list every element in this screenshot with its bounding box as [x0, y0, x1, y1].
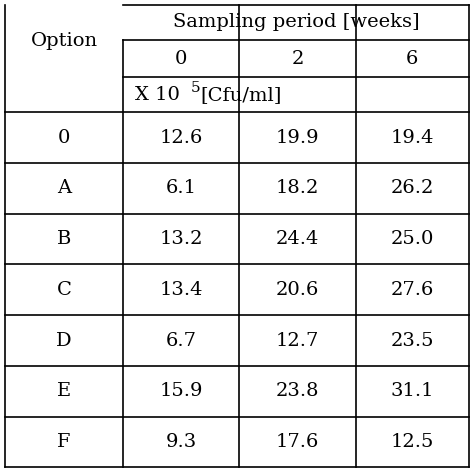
Text: 23.8: 23.8	[276, 382, 319, 400]
Text: 0: 0	[175, 50, 188, 67]
Text: Sampling period [weeks]: Sampling period [weeks]	[173, 13, 419, 32]
Text: B: B	[57, 230, 71, 248]
Text: 25.0: 25.0	[391, 230, 434, 248]
Text: 12.5: 12.5	[391, 433, 434, 451]
Text: 26.2: 26.2	[391, 179, 434, 197]
Text: 18.2: 18.2	[276, 179, 319, 197]
Text: 6.7: 6.7	[166, 331, 197, 349]
Text: E: E	[57, 382, 71, 400]
Text: 20.6: 20.6	[276, 281, 319, 299]
Text: 6: 6	[406, 50, 419, 67]
Text: 12.7: 12.7	[276, 331, 319, 349]
Text: C: C	[56, 281, 72, 299]
Text: 17.6: 17.6	[276, 433, 319, 451]
Text: 13.4: 13.4	[160, 281, 203, 299]
Text: 0: 0	[58, 129, 70, 147]
Text: 2: 2	[291, 50, 304, 67]
Text: 24.4: 24.4	[276, 230, 319, 248]
Text: 19.9: 19.9	[275, 129, 319, 147]
Text: A: A	[57, 179, 71, 197]
Text: 27.6: 27.6	[391, 281, 434, 299]
Text: 23.5: 23.5	[391, 331, 434, 349]
Text: F: F	[57, 433, 71, 451]
Text: 12.6: 12.6	[160, 129, 203, 147]
Text: 5: 5	[191, 82, 201, 95]
Text: 15.9: 15.9	[160, 382, 203, 400]
Text: 19.4: 19.4	[391, 129, 434, 147]
Text: 9.3: 9.3	[166, 433, 197, 451]
Text: 31.1: 31.1	[391, 382, 434, 400]
Text: X 10: X 10	[135, 85, 180, 104]
Text: 6.1: 6.1	[166, 179, 197, 197]
Text: D: D	[56, 331, 72, 349]
Text: Option: Option	[30, 32, 98, 50]
Text: [Cfu/ml]: [Cfu/ml]	[201, 85, 282, 104]
Text: 13.2: 13.2	[160, 230, 203, 248]
